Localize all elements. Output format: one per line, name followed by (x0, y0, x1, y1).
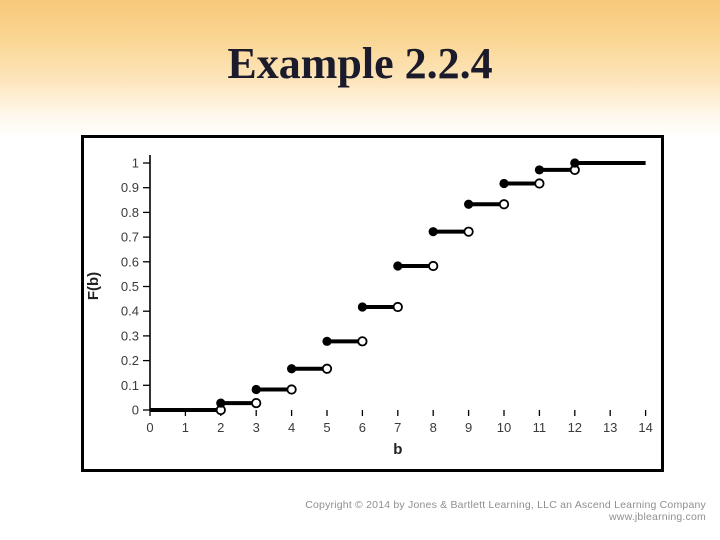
y-tick-label: 0.6 (121, 254, 139, 269)
y-tick-label: 1 (132, 156, 139, 171)
closed-endpoint (357, 302, 367, 312)
x-tick-label: 11 (533, 420, 547, 435)
x-tick-label: 13 (603, 420, 617, 435)
slide-title: Example 2.2.4 (227, 39, 493, 88)
open-endpoint (251, 397, 262, 409)
closed-endpoint (428, 227, 438, 237)
y-tick-label: 0.3 (121, 328, 139, 343)
x-tick-label: 14 (638, 420, 652, 435)
open-endpoint (392, 301, 403, 313)
x-tick-label: 5 (323, 420, 330, 435)
copyright-line: Copyright © 2014 by Jones & Bartlett Lea… (305, 499, 706, 511)
closed-endpoint (499, 178, 509, 189)
open-endpoint (321, 363, 333, 374)
x-tick-label: 7 (394, 420, 401, 435)
x-tick-label: 6 (359, 420, 366, 435)
x-tick-label: 8 (430, 420, 437, 435)
y-tick-label: 0.7 (121, 230, 139, 245)
y-tick-label: 0.1 (121, 378, 139, 393)
y-tick-label: 0 (132, 403, 139, 418)
y-axis-label: F(b) (85, 272, 102, 300)
x-tick-label: 1 (182, 420, 189, 435)
y-tick-label: 0.5 (121, 279, 139, 294)
closed-endpoint (216, 398, 226, 408)
y-tick-label: 0.4 (121, 304, 139, 319)
x-tick-label: 3 (253, 420, 260, 435)
website-line: www.jblearning.com (609, 510, 706, 523)
open-endpoint (286, 384, 297, 395)
closed-endpoint (393, 261, 403, 271)
closed-endpoint (251, 384, 261, 395)
y-tick-label: 0.9 (121, 180, 139, 195)
closed-endpoint (534, 165, 544, 175)
x-tick-label: 9 (465, 420, 472, 435)
x-tick-label: 10 (497, 420, 511, 435)
open-endpoint (428, 260, 439, 272)
closed-endpoint (464, 199, 474, 209)
y-tick-label: 0.8 (121, 205, 139, 220)
open-endpoint (498, 199, 510, 210)
x-tick-label: 4 (288, 420, 295, 435)
closed-endpoint (322, 336, 332, 346)
chart-frame: 0 0.1 0.2 0.3 0.4 0.5 0.6 0.7 0.8 0.9 1 0 1 2 3 4 5 6 7 8 9 1… (81, 135, 664, 472)
open-endpoint (463, 226, 474, 237)
footer: Copyright © 2014 by Jones & Bartlett Lea… (305, 499, 706, 523)
open-endpoint (534, 178, 545, 189)
x-tick-label: 2 (217, 420, 224, 435)
x-tick-label: 0 (146, 420, 153, 435)
closed-endpoint (287, 364, 297, 374)
open-endpoint (357, 336, 368, 347)
y-tick-label: 0.2 (121, 353, 139, 368)
x-tick-label: 12 (568, 420, 582, 435)
cdf-step-chart: 00.10.20.30.40.50.60.70.80.910 1 2 3 4 5 6 7 8 9 1… (85, 155, 653, 458)
closed-endpoint (570, 158, 580, 168)
x-axis-label: b (393, 441, 402, 458)
